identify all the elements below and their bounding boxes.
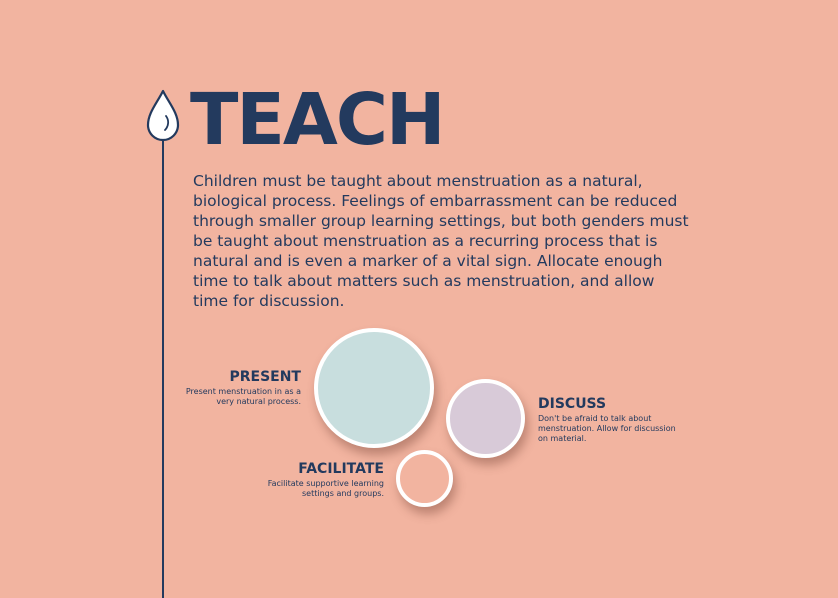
facilitate-description: Facilitate supportive learning settings … [267, 479, 384, 498]
discuss-description: Don't be afraid to talk about menstruati… [538, 414, 676, 443]
water-drop-icon [146, 89, 180, 142]
present-description: Present menstruation in as a very natura… [185, 387, 301, 406]
facilitate-heading: FACILITATE [298, 461, 384, 477]
body-paragraph: Children must be taught about menstruati… [193, 172, 689, 310]
facilitate-circle [396, 450, 453, 507]
present-label: PRESENT Present menstruation in as a ver… [181, 368, 301, 407]
page-title: TEACH [190, 78, 445, 161]
discuss-heading: DISCUSS [538, 396, 607, 412]
facilitate-label: FACILITATE Facilitate supportive learnin… [254, 460, 384, 499]
present-circle [314, 328, 434, 448]
present-heading: PRESENT [229, 369, 301, 385]
timeline-line [162, 140, 164, 598]
discuss-circle [446, 379, 525, 458]
discuss-label: DISCUSS Don't be afraid to talk about me… [538, 395, 688, 444]
